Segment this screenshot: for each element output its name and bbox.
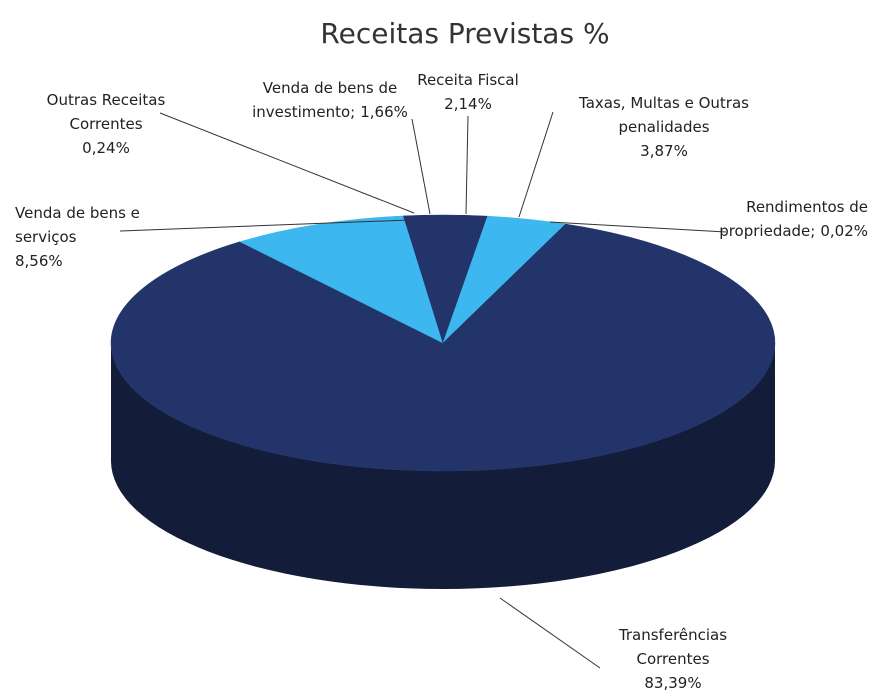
data-label: Transferências Correntes 83,39% [618,626,727,690]
category-label: Outras Receitas [47,91,166,109]
value-label: 8,56% [15,252,63,270]
slice [110,223,776,472]
category-label: Receita Fiscal [417,71,519,89]
value-label: 2,14% [444,95,492,113]
leader-line [411,118,431,215]
value-label: 1,66% [360,103,408,121]
category-label: Venda de bens e [15,204,140,222]
leader-line [465,115,469,215]
pie [110,214,776,589]
leader-line [119,219,411,232]
leader-line [518,111,554,218]
category-label: serviços [15,228,77,246]
value-label: 0,24% [82,139,130,157]
data-label: Rendimentos de propriedade; 0,02% [719,198,868,240]
data-label: Taxas, Multas e Outras penalidades 3,87% [578,94,749,160]
labels: Receita Fiscal 2,14% Taxas, Multas e Outra… [15,71,868,690]
data-label: Outras Receitas Correntes 0,24% [47,91,166,157]
slice-side [111,343,775,589]
data-label: Venda de bens e serviços 8,56% [15,204,140,270]
data-label: Venda de bens de investimento; 1,66% [252,79,408,121]
category-label: Correntes [69,115,142,133]
leader-line [159,112,415,214]
category-label: propriedade; [719,222,815,240]
category-label: Transferências [618,626,727,644]
slice [408,214,444,344]
category-label: Correntes [636,650,709,668]
category-label: penalidades [618,118,709,136]
value-label: 0,02% [820,222,868,240]
value-label: 83,39% [644,674,701,690]
value-label: 3,87% [640,142,688,160]
category-label: Venda de bens de [263,79,397,97]
chart-title: Receitas Previstas % [320,17,609,50]
category-label: Rendimentos de [746,198,868,216]
category-label: investimento; [252,103,355,121]
data-label: Receita Fiscal 2,14% [417,71,519,113]
category-label: Taxas, Multas e Outras [578,94,749,112]
slice [239,215,444,344]
leader-line [499,597,601,669]
leader-line [549,221,727,233]
